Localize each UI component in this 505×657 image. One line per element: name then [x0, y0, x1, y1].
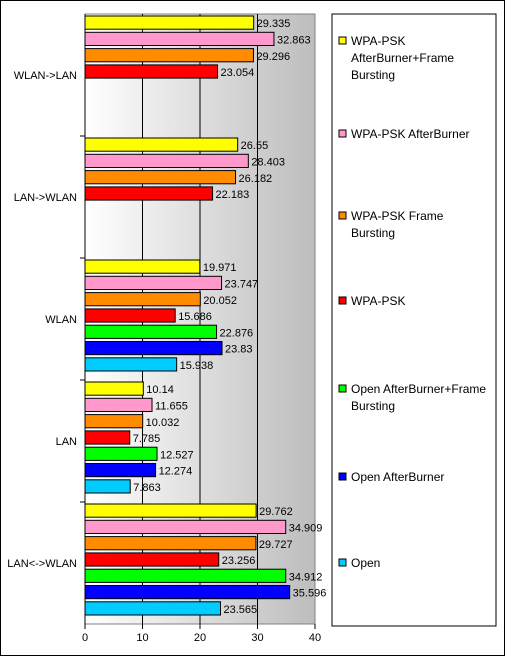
data-label: 7.785	[133, 433, 161, 445]
legend-label: WPA-PSK AfterBurner	[351, 127, 469, 141]
legend-swatch	[338, 129, 347, 138]
legend-label: Bursting	[351, 68, 395, 82]
legend-swatch	[338, 36, 347, 45]
bar	[84, 381, 144, 396]
legend-swatch	[338, 558, 347, 567]
bar	[84, 414, 144, 429]
x-tick-label: 20	[194, 632, 206, 644]
data-label: 15.938	[180, 360, 214, 372]
bar	[84, 397, 153, 412]
data-label: 23.256	[222, 555, 256, 567]
category-label: LAN<->WLAN	[7, 558, 77, 570]
legend-label: Open	[351, 556, 380, 570]
bar	[84, 463, 157, 478]
bar	[84, 324, 218, 339]
legend-swatch	[338, 296, 347, 305]
bar	[84, 292, 201, 307]
data-label: 23.565	[223, 604, 257, 616]
data-label: 29.727	[259, 539, 293, 551]
legend: WPA-PSK AfterBurner+Frame Bursting WPA-PSK …	[331, 13, 497, 627]
x-tick-label: 30	[251, 632, 263, 644]
legend-label: Bursting	[351, 226, 395, 240]
legend-label: Bursting	[351, 399, 395, 413]
legend-label: AfterBurner+Frame	[351, 51, 454, 65]
data-label: 15.686	[178, 311, 212, 323]
data-label: 34.912	[289, 571, 323, 583]
legend-label: Open AfterBurner	[351, 470, 444, 484]
bar	[84, 479, 131, 494]
bar	[84, 446, 158, 461]
data-label: 29.296	[256, 51, 290, 63]
data-label: 11.655	[155, 401, 188, 413]
category-label: LAN	[56, 436, 77, 448]
data-label: 12.527	[160, 449, 194, 461]
bar	[84, 186, 214, 201]
axes: 0 10 20 30 40 WLAN->LAN LAN->WLAN WLAN LAN LAN<->…	[7, 14, 321, 644]
data-label: 28.403	[251, 157, 285, 169]
data-label: 10.032	[146, 417, 180, 429]
data-label: 10.14	[146, 384, 174, 396]
legend-label: WPA-PSK Frame	[351, 209, 444, 223]
bar	[84, 536, 257, 551]
bar	[84, 31, 275, 46]
legend-box	[331, 13, 497, 627]
data-label: 12.274	[159, 466, 193, 478]
bar	[84, 568, 287, 583]
bar	[84, 357, 178, 372]
bar	[84, 259, 201, 274]
bar	[84, 153, 249, 169]
category-label: LAN->WLAN	[14, 192, 77, 204]
data-label: 26.182	[239, 173, 273, 185]
bar	[84, 308, 176, 323]
category-separators	[80, 135, 85, 503]
bar	[84, 48, 254, 63]
data-label: 35.596	[293, 588, 327, 600]
bar	[84, 275, 223, 290]
data-label: 19.971	[203, 262, 237, 274]
x-tick-label: 40	[309, 632, 321, 644]
data-label: 7.863	[133, 482, 161, 494]
data-label: 22.183	[216, 189, 250, 201]
category-label: WLAN	[45, 314, 77, 326]
legend-label: WPA-PSK	[351, 294, 405, 308]
bar	[84, 15, 255, 30]
data-label: 29.762	[259, 506, 293, 518]
data-label: 22.876	[220, 327, 254, 339]
data-label: 26.55	[241, 140, 269, 152]
x-tick-label: 0	[82, 632, 88, 644]
legend-swatch	[338, 384, 347, 393]
data-label: 23.747	[225, 279, 259, 291]
data-label: 29.335	[257, 18, 291, 30]
bar	[84, 64, 219, 79]
bar	[84, 585, 291, 600]
data-label: 23.83	[225, 344, 253, 356]
bar	[84, 170, 237, 185]
legend-swatch	[338, 472, 347, 481]
legend-swatch	[338, 211, 347, 220]
bar	[84, 341, 223, 356]
legend-label: WPA-PSK	[351, 34, 405, 48]
data-label: 34.909	[289, 523, 323, 535]
bar	[84, 601, 221, 616]
legend-label: Open AfterBurner+Frame	[351, 382, 486, 396]
bar	[84, 430, 131, 445]
data-label: 20.052	[203, 295, 237, 307]
bar	[84, 137, 239, 152]
data-label: 23.054	[221, 67, 255, 79]
category-label: WLAN->LAN	[14, 70, 77, 82]
bar	[84, 552, 220, 567]
bar	[84, 503, 257, 518]
x-tick-label: 10	[136, 632, 148, 644]
bar	[84, 519, 287, 534]
data-label: 32.863	[277, 35, 311, 47]
